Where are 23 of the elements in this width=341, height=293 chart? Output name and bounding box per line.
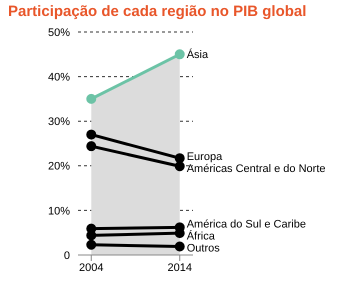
y-tick-label: 50% xyxy=(48,26,70,39)
point xyxy=(174,242,185,252)
y-tick-label: 40% xyxy=(48,72,70,84)
point xyxy=(86,141,96,152)
series-label: Ásia xyxy=(186,48,210,62)
point xyxy=(174,153,185,164)
chart-title: Participação de cada região no PIB global xyxy=(8,2,308,22)
y-tick-label: 10% xyxy=(48,205,70,218)
series-label: Américas Central e do Norte xyxy=(186,163,326,176)
series-label: Outros xyxy=(186,242,220,255)
y-tick-label: 30% xyxy=(48,116,70,128)
point xyxy=(174,161,185,172)
y-tick-label: 0 xyxy=(64,250,70,262)
series-label: Europa xyxy=(186,151,224,164)
point xyxy=(86,240,96,250)
y-tick-label: 20% xyxy=(48,160,70,173)
x-tick-label: 2014 xyxy=(167,262,192,274)
point xyxy=(86,130,96,140)
point xyxy=(174,49,185,60)
series-label: América do Sul e Caribe xyxy=(186,218,306,231)
x-tick-label: 2004 xyxy=(79,262,104,274)
series-label: África xyxy=(186,230,216,243)
point xyxy=(86,94,96,104)
